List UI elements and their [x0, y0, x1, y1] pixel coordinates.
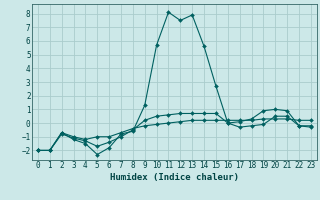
X-axis label: Humidex (Indice chaleur): Humidex (Indice chaleur): [110, 173, 239, 182]
